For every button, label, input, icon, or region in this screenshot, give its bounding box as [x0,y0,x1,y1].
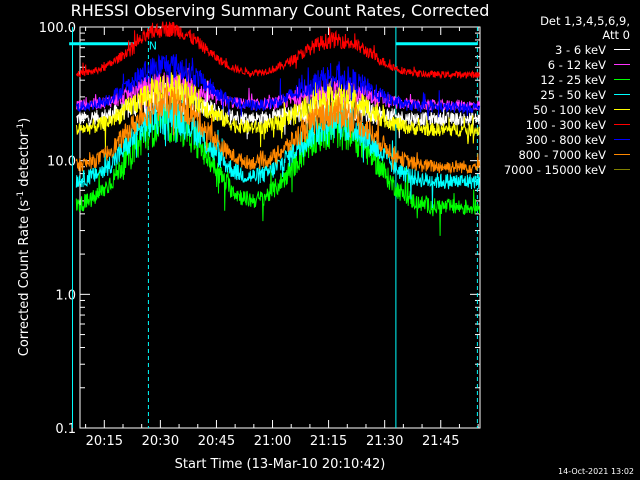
legend-entry: 25 - 50 keV [504,87,630,102]
series-line-5 [75,21,481,80]
legend-swatch [614,139,630,140]
legend-label: 50 - 100 keV [533,102,606,117]
x-tick-label: 21:45 [422,434,459,449]
legend-swatch [614,64,630,65]
plot-area: 0.1 1.0 10.0 100.0 20:15 20:30 20:45 21:00 21:15… [39,21,481,449]
legend: Det 1,3,4,5,6,9, Att 0 3 - 6 keV 6 - 12 k… [504,14,630,177]
legend-entry: 3 - 6 keV [504,42,630,57]
y-tick-label: 100.0 [39,21,76,36]
legend-swatch [614,124,630,125]
legend-swatch [614,79,630,80]
legend-label: 300 - 800 keV [525,132,606,147]
x-tick-label: 20:45 [198,434,235,449]
legend-entries: 3 - 6 keV 6 - 12 keV 12 - 25 keV 25 - 50 ke… [504,42,630,177]
y-tick-label: 0.1 [55,422,76,437]
legend-entry: 6 - 12 keV [504,57,630,72]
x-axis-label: Start Time (13-Mar-10 20:10:42) [175,457,386,472]
series-line-3 [75,85,481,209]
y-tick-label: 10.0 [47,155,76,170]
y-label-exponent-1: -1 [16,191,26,200]
legend-swatch [614,169,630,170]
legend-swatch [614,154,630,155]
chart-title: RHESSI Observing Summary Count Rates, Co… [71,1,490,20]
legend-label: 7000 - 15000 keV [503,162,606,177]
legend-entry: 7000 - 15000 keV [504,162,630,177]
generation-timestamp: 14-Oct-2021 13:02 [558,467,634,476]
legend-entry: 100 - 300 keV [504,117,630,132]
x-tick-label: 21:00 [254,434,291,449]
legend-header-line-2: Att 0 [602,28,630,42]
y-label-exponent-2: -1 [16,123,26,132]
legend-swatch [614,94,630,95]
x-tick-label: 20:30 [142,434,179,449]
series-line-6 [75,53,481,121]
legend-label: 25 - 50 keV [540,87,606,102]
legend-entry: 800 - 7000 keV [504,147,630,162]
legend-entry: 50 - 100 keV [504,102,630,117]
series-line-4 [75,71,481,149]
x-tick-label: 21:15 [310,434,347,449]
plot-frame [79,26,481,429]
y-label-close: ) [17,118,32,123]
legend-label: 6 - 12 keV [547,57,606,72]
x-tick-label: 20:15 [86,434,123,449]
series-line-2 [75,92,481,236]
legend-label: 100 - 300 keV [525,117,606,132]
legend-label: 800 - 7000 keV [518,147,606,162]
y-label-middle: detector [17,131,32,191]
series-line-7 [75,81,481,175]
legend-label: 12 - 25 keV [540,72,606,87]
legend-swatch [614,109,630,110]
y-label-main: Corrected Count Rate (s [17,200,32,357]
legend-header-line-1: Det 1,3,4,5,6,9, [540,14,630,28]
legend-swatch [614,49,630,50]
x-tick-label: 21:30 [366,434,403,449]
legend-label: 3 - 6 keV [555,42,606,57]
y-axis-label: Corrected Count Rate (s-1 detector-1) [16,118,32,356]
night-marker-label: N [149,40,157,53]
y-tick-label: 1.0 [55,288,76,303]
legend-entry: 300 - 800 keV [504,132,630,147]
legend-entry: 12 - 25 keV [504,72,630,87]
